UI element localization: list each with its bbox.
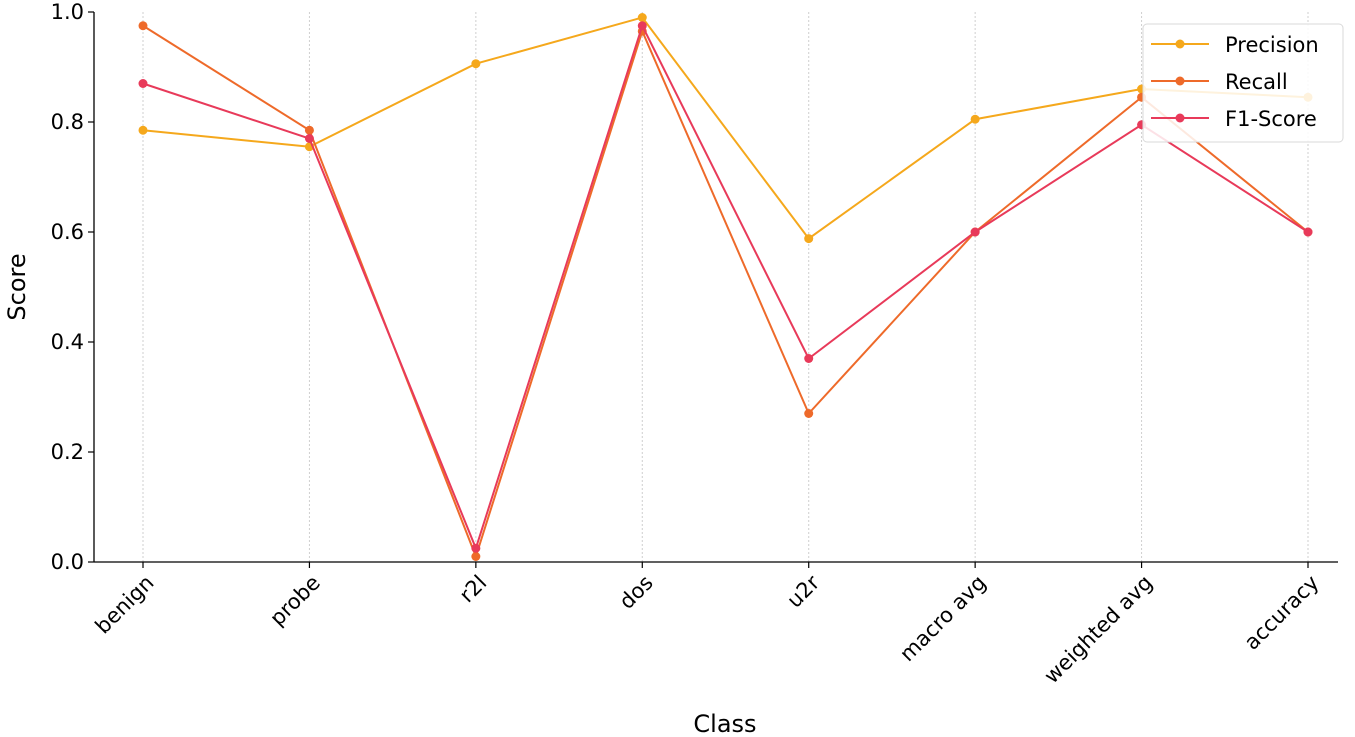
legend-marker-f1-score	[1175, 113, 1185, 123]
f1-score-point	[970, 227, 980, 237]
legend-label-recall: Recall	[1225, 70, 1288, 94]
y-tick-label: 0.2	[51, 440, 84, 464]
precision-line	[142, 16, 1309, 240]
series-layer	[138, 13, 1313, 561]
y-tick-label: 0.0	[51, 550, 84, 574]
x-tick-label: weighted avg	[1039, 571, 1157, 689]
tick-labels: benign probe r2l dos u2r macro avg weighted av…	[51, 0, 1324, 688]
f1-score-point	[471, 543, 481, 553]
precision-point	[970, 114, 980, 124]
f1-score-point	[138, 79, 148, 88]
y-tick-label: 1.0	[51, 0, 84, 24]
legend-marker-precision	[1175, 39, 1185, 49]
x-tick-label: benign	[91, 571, 159, 639]
precision-point	[637, 13, 647, 22]
x-tick-label: accuracy	[1240, 571, 1324, 655]
f1-score-point	[804, 354, 814, 363]
legend-label-precision: Precision	[1225, 33, 1319, 57]
f1-score-point	[304, 134, 314, 143]
x-tick-label: r2l	[455, 571, 492, 608]
legend-label-f1-score: F1-Score	[1225, 107, 1317, 131]
y-tick-label: 0.6	[51, 220, 84, 244]
x-axis-title: Class	[693, 710, 756, 737]
axes	[88, 11, 1338, 568]
f1-score-line	[142, 23, 1309, 552]
x-tick-label: dos	[615, 571, 658, 614]
legend-marker-recall	[1175, 76, 1185, 86]
y-tick-label: 0.8	[51, 110, 84, 134]
recall-point	[471, 552, 481, 561]
legend: Precision Recall F1-Score	[1142, 23, 1344, 143]
precision-point	[804, 234, 814, 244]
recall-line	[142, 24, 1309, 560]
precision-point	[138, 125, 148, 135]
gridlines	[142, 12, 1309, 562]
x-tick-label: u2r	[782, 570, 824, 612]
f1-score-point	[1303, 227, 1313, 237]
x-tick-label: probe	[265, 571, 325, 631]
precision-point	[471, 59, 481, 69]
recall-point	[138, 21, 148, 31]
x-tick-label: macro avg	[895, 571, 991, 667]
y-axis-title: Score	[3, 253, 31, 320]
f1-score-point	[637, 21, 647, 31]
legend-box	[1142, 23, 1344, 143]
y-tick-label: 0.4	[51, 330, 84, 354]
recall-point	[804, 409, 814, 418]
recall-point	[304, 125, 314, 135]
